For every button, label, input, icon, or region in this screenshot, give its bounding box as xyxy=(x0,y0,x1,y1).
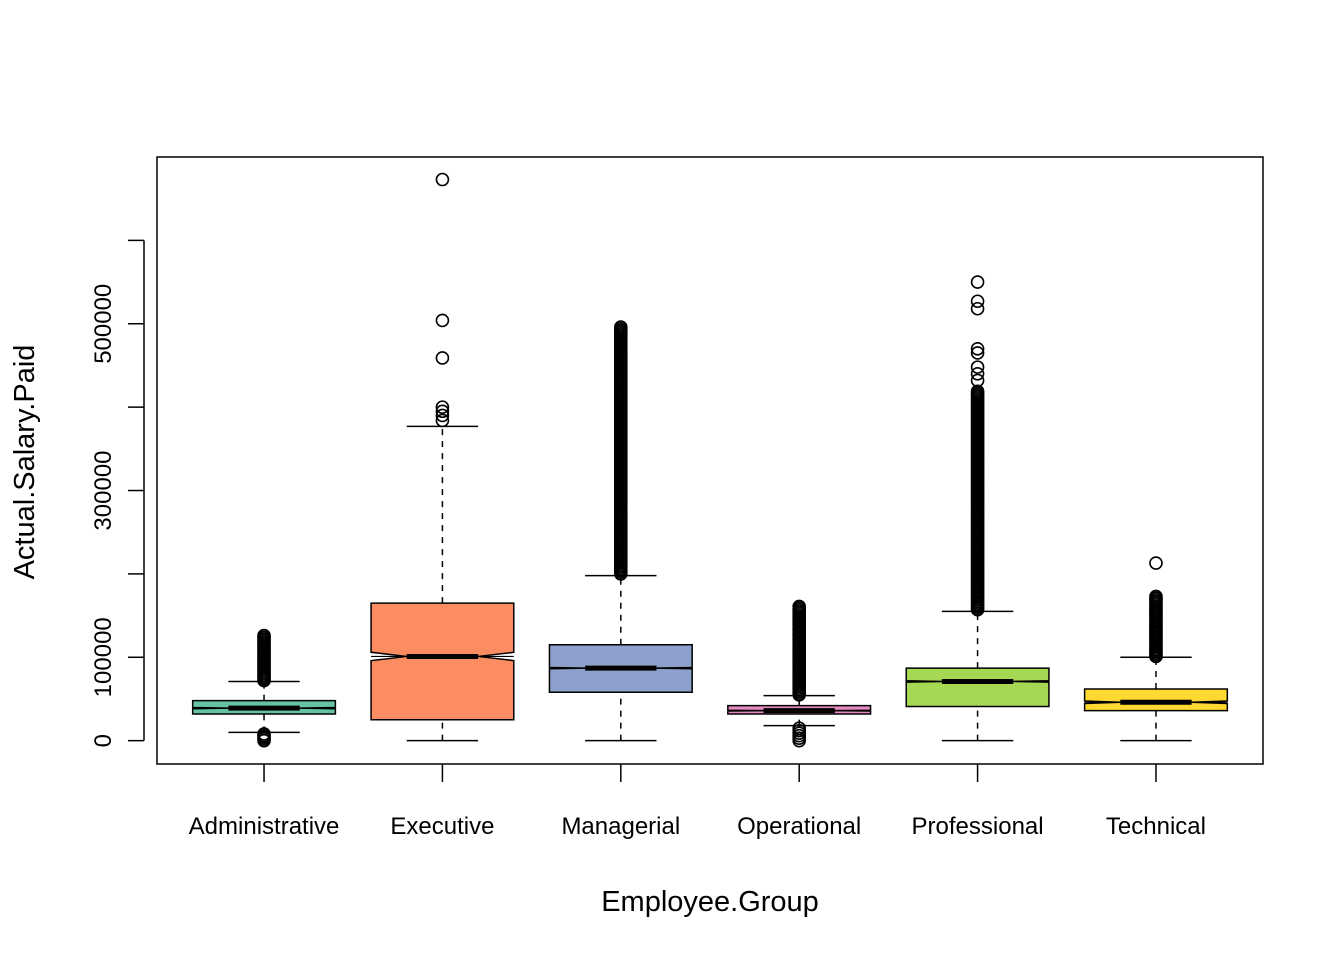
outlier-point xyxy=(435,400,450,414)
x-tick-label: Managerial xyxy=(561,813,680,840)
outlier-point xyxy=(435,404,450,419)
outlier-point xyxy=(970,275,985,289)
x-tick-label: Operational xyxy=(737,813,861,840)
outlier-point xyxy=(970,373,985,388)
x-tick-label: Administrative xyxy=(189,813,340,840)
outlier-point xyxy=(257,628,271,643)
x-axis-title: Employee.Group xyxy=(601,886,819,918)
outlier-point xyxy=(970,346,985,360)
y-axis-title: Actual.Salary.Paid xyxy=(9,345,41,580)
box-executive xyxy=(370,172,515,742)
x-tick-label: Professional xyxy=(912,813,1044,840)
outlier-point xyxy=(435,313,450,328)
outlier-point xyxy=(435,351,450,365)
outlier-point xyxy=(970,366,985,381)
box-series xyxy=(191,172,1229,748)
box-body xyxy=(370,602,515,721)
box-body xyxy=(905,667,1050,708)
outlier-point xyxy=(970,341,985,356)
box-body xyxy=(1083,688,1229,712)
y-tick-label: 0 xyxy=(90,734,117,747)
y-tick-label: 300000 xyxy=(90,450,117,530)
box-administrative xyxy=(191,628,337,748)
outlier-point xyxy=(792,721,806,735)
outlier-point xyxy=(435,408,450,423)
box-professional xyxy=(905,275,1050,742)
outlier-point xyxy=(970,360,985,374)
y-axis: 0 100000 300000 500000 xyxy=(90,239,145,747)
x-axis: Administrative Executive Managerial Operati… xyxy=(189,764,1206,840)
outlier-point xyxy=(257,727,271,741)
outlier-point xyxy=(614,320,628,334)
outlier-point xyxy=(970,294,985,309)
outlier-point xyxy=(970,301,985,316)
box-managerial xyxy=(548,320,693,742)
x-tick-label: Executive xyxy=(390,813,494,840)
outlier-point xyxy=(970,384,985,399)
box-technical xyxy=(1083,556,1229,742)
box-operational xyxy=(727,599,872,748)
outlier-point xyxy=(435,172,450,187)
y-tick-label: 500000 xyxy=(90,284,117,364)
outlier-point xyxy=(1149,556,1163,570)
outlier-point xyxy=(792,599,806,614)
x-tick-label: Technical xyxy=(1106,813,1206,840)
plot-frame xyxy=(156,156,1264,765)
y-tick-label: 100000 xyxy=(90,617,117,697)
outlier-point xyxy=(1149,589,1163,604)
outlier-point xyxy=(435,413,450,428)
